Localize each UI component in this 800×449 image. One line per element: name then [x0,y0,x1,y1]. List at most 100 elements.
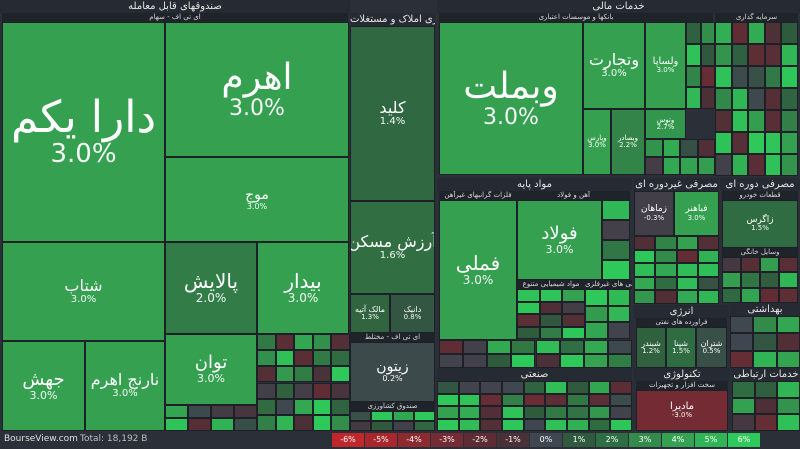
minor-stock-tile[interactable] [562,326,585,339]
minor-stock-tile[interactable] [413,411,436,421]
minor-stock-tile[interactable] [275,398,295,415]
minor-stock-tile[interactable] [776,350,800,368]
minor-stock-tile[interactable] [776,333,800,351]
minor-stock-tile[interactable] [748,132,765,154]
stock-tile[interactable]: کلید 1.4% [350,26,435,201]
minor-stock-tile[interactable] [312,350,332,367]
minor-stock-tile[interactable] [753,350,777,368]
minor-stock-tile[interactable] [781,66,798,88]
minor-stock-tile[interactable] [523,393,546,406]
minor-stock-tile[interactable] [715,110,732,132]
minor-stock-tile[interactable] [732,381,755,398]
minor-stock-tile[interactable] [607,354,632,368]
minor-stock-tile[interactable] [331,366,350,383]
minor-stock-tile[interactable] [234,418,257,431]
minor-stock-tile[interactable] [392,411,414,421]
minor-stock-tile[interactable] [602,200,630,220]
minor-stock-tile[interactable] [437,381,459,394]
minor-stock-tile[interactable] [700,22,715,44]
minor-stock-tile[interactable] [502,406,524,419]
minor-stock-tile[interactable] [517,314,540,327]
minor-stock-tile[interactable] [748,66,765,88]
minor-stock-tile[interactable] [686,65,701,88]
minor-stock-tile[interactable] [700,65,715,88]
minor-stock-tile[interactable] [165,418,188,431]
minor-stock-tile[interactable] [697,263,720,277]
minor-stock-tile[interactable] [764,154,782,176]
minor-stock-tile[interactable] [567,418,589,431]
minor-stock-tile[interactable] [748,154,765,176]
minor-stock-tile[interactable] [741,272,760,288]
minor-stock-tile[interactable] [535,354,560,368]
minor-stock-tile[interactable] [294,350,313,367]
minor-stock-tile[interactable] [680,157,698,175]
minor-stock-tile[interactable] [731,66,749,88]
minor-stock-tile[interactable] [458,381,481,394]
minor-stock-tile[interactable] [731,110,749,132]
minor-stock-tile[interactable] [294,414,313,431]
minor-stock-tile[interactable] [610,418,632,431]
minor-stock-tile[interactable] [234,405,257,418]
minor-stock-tile[interactable] [655,263,677,277]
minor-stock-tile[interactable] [700,43,715,66]
minor-stock-tile[interactable] [188,405,211,418]
minor-stock-tile[interactable] [480,406,502,419]
minor-stock-tile[interactable] [350,421,372,431]
minor-stock-tile[interactable] [777,397,800,415]
minor-stock-tile[interactable] [753,316,777,334]
minor-stock-tile[interactable] [458,393,481,406]
minor-stock-tile[interactable] [413,421,436,431]
minor-stock-tile[interactable] [777,381,800,398]
minor-stock-tile[interactable] [487,340,512,354]
minor-stock-tile[interactable] [680,139,698,157]
minor-stock-tile[interactable] [559,354,584,368]
minor-stock-tile[interactable] [502,381,524,394]
minor-stock-tile[interactable] [545,418,567,431]
minor-stock-tile[interactable] [331,398,350,415]
minor-stock-tile[interactable] [730,316,754,334]
minor-stock-tile[interactable] [748,88,765,110]
minor-stock-tile[interactable] [257,382,276,399]
minor-stock-tile[interactable] [732,414,755,431]
minor-stock-tile[interactable] [517,326,540,339]
minor-stock-tile[interactable] [697,157,715,175]
minor-stock-tile[interactable] [607,305,630,323]
minor-stock-tile[interactable] [257,366,276,383]
minor-stock-tile[interactable] [602,220,630,240]
minor-stock-tile[interactable] [275,382,295,399]
stock-tile[interactable]: زماهان -0.3% [634,191,674,236]
stock-tile[interactable]: نارنج اهرم 3.0% [85,341,165,431]
minor-stock-tile[interactable] [607,289,630,306]
minor-stock-tile[interactable] [275,334,295,351]
minor-stock-tile[interactable] [523,381,546,394]
minor-stock-tile[interactable] [480,418,502,431]
minor-stock-tile[interactable] [655,276,677,291]
minor-stock-tile[interactable] [585,289,608,306]
minor-stock-tile[interactable] [764,66,782,88]
minor-stock-tile[interactable] [741,287,760,303]
minor-stock-tile[interactable] [748,22,765,44]
minor-stock-tile[interactable] [487,354,512,368]
minor-stock-tile[interactable] [312,382,332,399]
minor-stock-tile[interactable] [676,263,698,277]
minor-stock-tile[interactable] [588,406,611,419]
minor-stock-tile[interactable] [731,132,749,154]
stock-tile[interactable]: آرزش مسکن 1.6% [350,201,435,294]
minor-stock-tile[interactable] [294,398,313,415]
minor-stock-tile[interactable] [539,289,563,302]
minor-stock-tile[interactable] [764,132,782,154]
stock-tile[interactable]: ولساپا 3.0% [645,22,686,109]
minor-stock-tile[interactable] [312,366,332,383]
minor-stock-tile[interactable] [676,249,698,264]
minor-stock-tile[interactable] [463,354,488,368]
stock-tile[interactable]: وبملت 3.0% [439,22,583,175]
minor-stock-tile[interactable] [634,263,656,277]
minor-stock-tile[interactable] [257,334,276,351]
minor-stock-tile[interactable] [275,414,295,431]
minor-stock-tile[interactable] [539,301,563,314]
minor-stock-tile[interactable] [585,305,608,323]
minor-stock-tile[interactable] [188,418,211,431]
minor-stock-tile[interactable] [562,289,585,302]
minor-stock-tile[interactable] [781,44,798,66]
minor-stock-tile[interactable] [676,276,698,291]
